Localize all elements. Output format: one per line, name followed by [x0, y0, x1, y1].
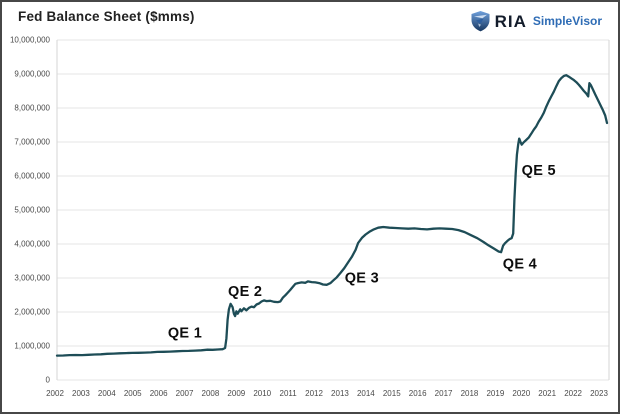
x-tick-label: 2011: [280, 389, 298, 398]
y-tick-label: 4,000,000: [14, 240, 50, 249]
x-tick-label: 2007: [176, 389, 194, 398]
x-tick-label: 2003: [72, 389, 90, 398]
ria-simplevisor-logo: RIA SimpleVisor: [470, 10, 602, 32]
x-tick-label: 2017: [435, 389, 453, 398]
x-tick-label: 2008: [202, 389, 220, 398]
y-tick-label: 1,000,000: [14, 342, 50, 351]
y-tick-label: 5,000,000: [14, 206, 50, 215]
y-tick-label: 6,000,000: [14, 172, 50, 181]
chart-title: Fed Balance Sheet ($mms): [18, 9, 195, 24]
y-tick-label: 10,000,000: [10, 36, 51, 45]
x-tick-label: 2020: [512, 389, 530, 398]
qe-annotation: QE 1: [168, 325, 202, 341]
y-tick-label: 3,000,000: [14, 274, 50, 283]
x-tick-label: 2022: [564, 389, 582, 398]
x-tick-label: 2013: [331, 389, 349, 398]
qe-annotation: QE 5: [522, 163, 556, 179]
logo-text-primary: RIA: [494, 11, 527, 31]
x-tick-label: 2010: [253, 389, 271, 398]
x-tick-label: 2015: [383, 389, 401, 398]
y-tick-label: 7,000,000: [14, 138, 50, 147]
x-tick-label: 2016: [409, 389, 427, 398]
x-tick-label: 2012: [305, 389, 323, 398]
x-tick-label: 2019: [486, 389, 504, 398]
ria-shield-icon: [470, 10, 491, 32]
y-tick-label: 2,000,000: [14, 308, 50, 317]
x-tick-label: 2005: [124, 389, 142, 398]
x-tick-label: 2006: [150, 389, 168, 398]
y-tick-label: 0: [46, 376, 51, 385]
x-tick-label: 2023: [590, 389, 608, 398]
qe-annotation: QE 3: [345, 270, 379, 286]
x-tick-label: 2004: [98, 389, 116, 398]
x-tick-label: 2002: [46, 389, 64, 398]
qe-annotation: QE 2: [228, 284, 262, 300]
x-tick-label: 2021: [538, 389, 556, 398]
x-tick-label: 2018: [461, 389, 479, 398]
balance-sheet-line: [55, 74, 609, 357]
y-tick-label: 8,000,000: [14, 104, 50, 113]
qe-annotation: QE 4: [503, 256, 537, 272]
x-tick-label: 2009: [227, 389, 245, 398]
y-tick-label: 9,000,000: [14, 70, 50, 79]
x-tick-label: 2014: [357, 389, 375, 398]
logo-text-secondary: SimpleVisor: [532, 14, 602, 28]
